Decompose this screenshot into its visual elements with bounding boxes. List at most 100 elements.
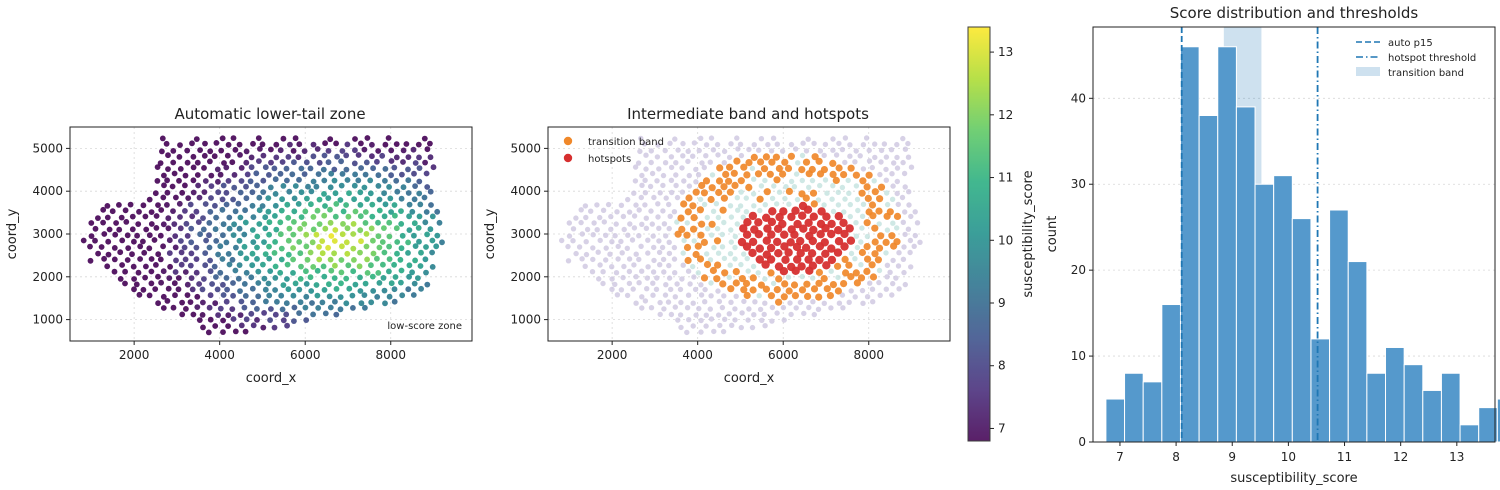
panel-1-point <box>134 232 141 239</box>
panel-2-background-point <box>597 214 603 221</box>
panel-1-point <box>243 269 250 276</box>
panel-2-background-point <box>641 141 648 147</box>
panel-2-background-point <box>835 202 842 208</box>
panel-2-background-point <box>659 244 666 251</box>
panel-1-point <box>190 189 197 196</box>
panel-2-hotspot-point <box>846 236 856 245</box>
panel-1-point <box>320 263 327 270</box>
panel-2-background-point <box>801 310 807 317</box>
panel-1-point <box>314 267 321 274</box>
panel-2-background-point <box>661 269 667 275</box>
panel-1-point <box>307 249 314 256</box>
panel-2-hotspot-point <box>762 250 771 259</box>
panel-1-point <box>427 226 434 233</box>
panel-1-point <box>308 188 315 195</box>
panel-1-point <box>412 243 419 250</box>
panel-2-background-point <box>603 257 609 263</box>
panel-1-point <box>272 191 279 197</box>
panel-2-background-point <box>901 244 907 250</box>
panel-2-background-point <box>666 201 672 208</box>
panel-2-background-point <box>858 239 864 245</box>
panel-1-point <box>350 305 356 311</box>
panel-2-background-point <box>756 293 762 299</box>
panel-2-background-point <box>758 183 765 189</box>
panel-1-point <box>184 233 191 239</box>
panel-2-background-point <box>817 182 823 189</box>
panel-1-point <box>352 147 358 154</box>
panel-1-point <box>212 300 219 307</box>
panel-3-x-ticks: 7 8 9 10 11 12 13 <box>1116 442 1464 464</box>
panel-1-point <box>394 239 401 245</box>
colorbar-tick-label: 10 <box>998 233 1013 247</box>
panel-1-point <box>411 220 418 227</box>
panel-2-background-point <box>884 262 891 268</box>
panel-1-point <box>141 249 148 256</box>
panel-1-point <box>308 201 314 208</box>
panel-1-point <box>405 177 412 184</box>
panel-2-background-point <box>906 189 912 195</box>
panel-1-point <box>310 141 317 148</box>
panel-2-background-point <box>708 232 715 238</box>
panel-1-point <box>176 154 183 160</box>
panel-2-background-point <box>636 256 642 263</box>
panel-2-background-point <box>703 153 709 159</box>
panel-1-point <box>187 262 194 269</box>
panel-1-point <box>272 202 279 209</box>
panel-2-background-point <box>679 165 685 171</box>
panel-2-background-point <box>715 214 722 221</box>
panel-1-point <box>285 286 292 293</box>
panel-1-point <box>157 232 164 239</box>
panel-1-point <box>260 324 267 331</box>
panel-1-point <box>219 256 226 262</box>
panel-2-hotspot-point <box>780 230 789 239</box>
panel-2-background-point <box>638 194 644 201</box>
panel-2-background-point <box>601 219 607 225</box>
panel-2-transition-point <box>713 237 722 245</box>
panel-1-point <box>238 298 245 305</box>
panel-2-background-point <box>678 299 684 306</box>
panel-1-point <box>284 276 290 282</box>
panel-1-point <box>339 231 346 238</box>
panel-2-background-point <box>566 233 573 239</box>
panel-2-background-point <box>691 238 697 244</box>
panel-2-transition-point <box>829 159 837 167</box>
panel-1-point <box>265 208 272 215</box>
panel-1-point <box>172 292 178 299</box>
panel-2-background-point <box>853 148 859 154</box>
panel-2-background-point <box>889 171 895 177</box>
panel-1-point <box>148 209 155 216</box>
panel-1-point <box>327 304 334 311</box>
panel-1-point <box>285 214 292 221</box>
panel-2-background-point <box>721 255 728 262</box>
panel-2-background-point <box>883 154 890 160</box>
panel-1-point <box>406 273 412 280</box>
panel-1-point <box>297 299 304 306</box>
panel-1-point <box>243 148 250 155</box>
panel-2-transition-point <box>858 248 867 257</box>
panel-1-point <box>398 279 404 286</box>
panel-2-hotspot-point <box>817 207 826 216</box>
panel-1-point <box>429 249 435 256</box>
panel-2-transition-point <box>762 153 771 161</box>
panel-2-background-point <box>830 136 836 142</box>
panel-1-point <box>215 312 222 318</box>
panel-1-point <box>202 262 209 269</box>
panel-1-point <box>386 256 393 262</box>
panel-1-point <box>117 249 124 256</box>
panel-2-background-point <box>650 280 656 286</box>
panel-1-point <box>160 268 167 275</box>
panel-1-point <box>193 244 200 251</box>
panel-1-point <box>223 164 230 171</box>
panel-1-point <box>142 213 149 220</box>
panel-2-background-point <box>752 299 758 305</box>
panel-1-point <box>344 225 351 232</box>
panel-2-background-point <box>701 164 707 171</box>
panel-2-background-point <box>907 237 914 244</box>
panel-2-background-point <box>657 311 663 318</box>
p1-ytick-label: 1000 <box>32 313 63 327</box>
panel-1-point <box>208 183 215 190</box>
panel-1-point <box>111 256 118 263</box>
panel-2-background-point <box>770 135 777 141</box>
panel-2-transition-point <box>730 169 738 177</box>
panel-1-point <box>118 214 125 221</box>
